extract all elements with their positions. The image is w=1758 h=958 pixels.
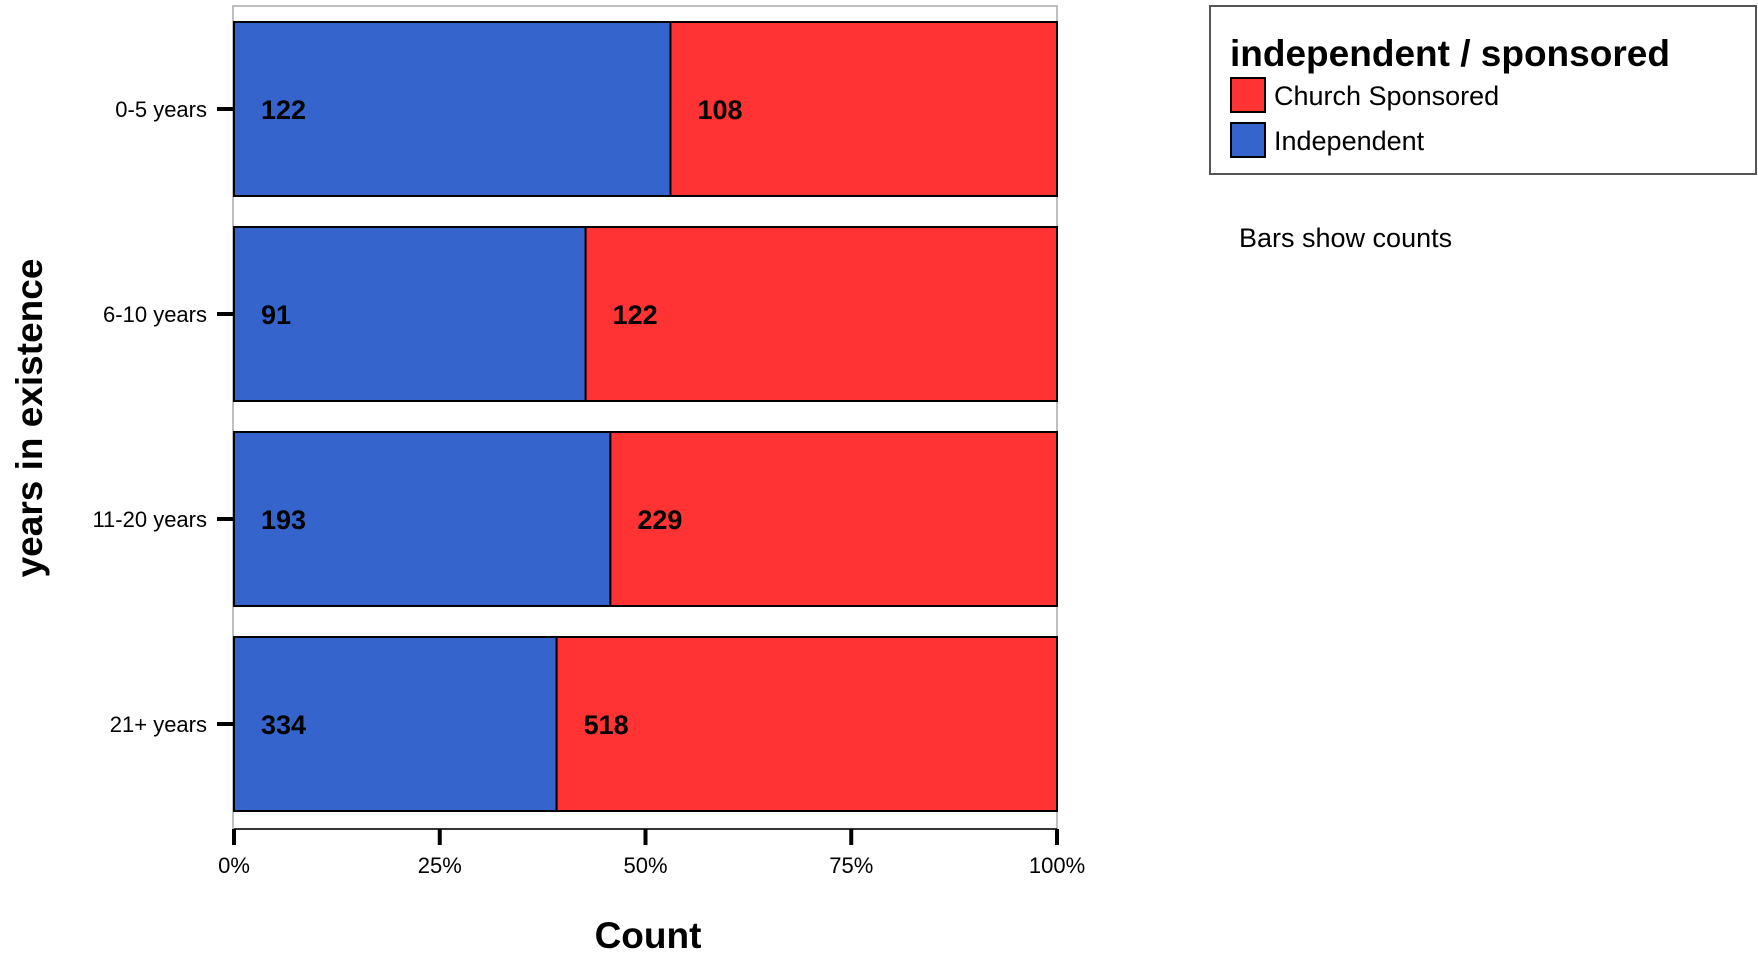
data-label-church-sponsored-2: 122 [613, 300, 658, 330]
legend-swatch-2 [1230, 122, 1266, 158]
data-label-independent-2: 91 [261, 300, 291, 330]
y-tick-label-2: 6-10 years [103, 302, 207, 327]
x-axis-title: Count [595, 915, 702, 956]
y-tick-label-3: 11-20 years [92, 507, 207, 532]
x-tick-label-5: 100% [1029, 853, 1085, 878]
bars-group [233, 21, 1059, 812]
bar-independent-2 [233, 226, 587, 402]
y-axis: 0-5 years 6-10 years 11-20 years 21+ years [92, 97, 234, 737]
legend-box [1209, 5, 1757, 175]
y-tick-label-4: 21+ years [110, 712, 207, 737]
x-tick-label-3: 50% [623, 853, 667, 878]
legend-entries: Church Sponsored Independent [1230, 77, 1499, 158]
legend-swatch-1 [1230, 77, 1266, 113]
bar-church-sponsored-4 [555, 636, 1058, 812]
bar-independent-1 [233, 21, 672, 197]
data-label-church-sponsored-3: 229 [637, 505, 682, 535]
bar-church-sponsored-2 [584, 226, 1058, 402]
y-tick-label-1: 0-5 years [115, 97, 207, 122]
data-labels-group: 122 108 91 122 193 229 334 518 [261, 95, 743, 740]
legend: independent / sponsored Church Sponsored… [1209, 5, 1757, 175]
data-label-independent-1: 122 [261, 95, 306, 125]
legend-label-2: Independent [1274, 126, 1425, 156]
x-tick-label-4: 75% [829, 853, 873, 878]
x-axis: 0% 25% 50% 75% 100% [218, 828, 1085, 878]
data-label-church-sponsored-4: 518 [584, 710, 629, 740]
x-tick-label-1: 0% [218, 853, 250, 878]
y-axis-title: years in existence [9, 259, 50, 578]
data-label-church-sponsored-1: 108 [698, 95, 743, 125]
data-label-independent-3: 193 [261, 505, 306, 535]
bar-church-sponsored-3 [609, 431, 1059, 607]
data-label-independent-4: 334 [261, 710, 306, 740]
legend-title: independent / sponsored [1230, 33, 1670, 74]
bar-church-sponsored-1 [669, 21, 1058, 197]
bars-note: Bars show counts [1239, 223, 1452, 253]
x-tick-label-2: 25% [418, 853, 462, 878]
legend-label-1: Church Sponsored [1274, 81, 1499, 111]
